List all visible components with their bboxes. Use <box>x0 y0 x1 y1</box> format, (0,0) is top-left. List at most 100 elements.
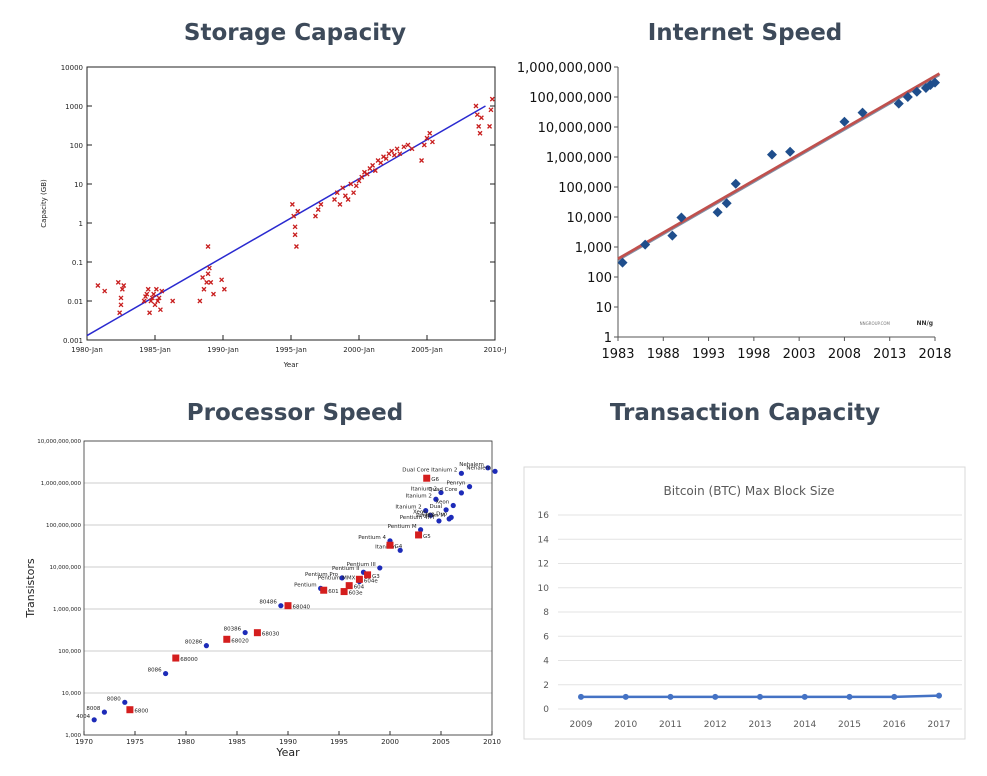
storage-data-point <box>473 103 479 109</box>
storage-data-point <box>478 115 484 121</box>
storage-data-point <box>474 112 480 118</box>
processor-intel-label: Itanium 2 <box>395 505 421 511</box>
processor-y-tick-label: 100,000,000 <box>46 523 81 529</box>
storage-data-point <box>364 171 370 177</box>
transaction-x-tick-label: 2012 <box>704 720 727 730</box>
processor-motorola-label: 68030 <box>262 632 280 638</box>
storage-data-point <box>488 107 494 113</box>
processor-motorola-point <box>253 629 261 637</box>
transaction-data-point <box>891 693 898 700</box>
processor-intel-point <box>443 507 449 513</box>
processor-motorola-point <box>355 575 363 583</box>
storage-data-point <box>489 96 495 102</box>
processor-intel-point <box>446 516 452 522</box>
processor-intel-label: 80286 <box>185 640 203 646</box>
processor-y-tick-label: 1,000,000 <box>53 607 81 613</box>
storage-data-point <box>293 244 299 249</box>
storage-y-tick-label: 10000 <box>61 64 83 72</box>
internet-x-tick-label: 1988 <box>647 347 680 362</box>
processor-intel-point <box>242 629 248 636</box>
processor-intel-point <box>163 670 169 677</box>
processor-intel-label: 80386 <box>224 627 242 633</box>
storage-data-point <box>476 123 482 129</box>
storage-data-point <box>149 295 155 301</box>
processor-intel-point <box>458 470 464 476</box>
processor-motorola-point <box>320 586 328 594</box>
processor-motorola-label: G6 <box>431 477 439 483</box>
storage-data-point <box>205 271 211 277</box>
storage-data-point <box>348 181 354 187</box>
storage-y-tick-label: 0.001 <box>63 337 83 345</box>
processor-intel-point <box>438 489 444 496</box>
processor-intel-point <box>91 717 97 723</box>
internet-data-point <box>902 92 913 102</box>
processor-intel-point <box>397 547 403 553</box>
storage-data-point <box>170 298 176 304</box>
internet-data-point <box>712 207 723 218</box>
storage-panel-title: Storage Capacity <box>183 20 407 46</box>
storage-data-point <box>372 168 378 174</box>
transaction-data-point <box>712 693 719 700</box>
internet-y-tick-label: 1,000 <box>575 241 612 256</box>
storage-data-point <box>144 291 150 297</box>
storage-data-point <box>206 265 212 271</box>
processor-x-tick-label: 1985 <box>228 738 246 746</box>
processor-intel-label: 8086 <box>148 668 162 674</box>
transaction-data-point <box>622 693 629 700</box>
processor-intel-point <box>101 709 107 715</box>
internet-y-tick-label: 10,000 <box>567 211 613 226</box>
storage-data-point <box>115 279 121 285</box>
processor-intel-label: 4004 <box>76 714 90 720</box>
storage-x-tick-label: 2000-Jan <box>343 346 375 354</box>
internet-watermark: NNGROUP.COM <box>860 321 891 326</box>
processor-y-tick-label: 10,000 <box>62 691 82 697</box>
internet-data-point <box>667 230 678 241</box>
processor-intel-point <box>278 603 284 609</box>
internet-y-tick-label: 100,000,000 <box>529 91 612 106</box>
processor-y-tick-label: 1,000,000,000 <box>41 481 82 487</box>
transaction-data-point <box>667 693 674 700</box>
storage-x-tick-label: 1990-Jan <box>207 346 239 354</box>
storage-data-point <box>353 183 359 189</box>
storage-data-point <box>221 286 227 292</box>
processor-intel-label: Core Duo <box>422 511 448 517</box>
processor-intel-label: Nehalem <box>459 462 484 468</box>
processor-motorola-point <box>415 531 423 539</box>
processor-motorola-point <box>423 474 431 482</box>
processor-intel-label: Pentium 4 <box>358 535 386 541</box>
storage-data-point <box>219 277 225 283</box>
processor-intel-label: Itanium <box>375 544 396 550</box>
transaction-x-tick-label: 2013 <box>749 720 772 730</box>
processor-motorola-label: G4 <box>395 544 403 550</box>
storage-data-point <box>153 286 159 292</box>
storage-x-tick-label: 2010-J <box>484 346 507 354</box>
internet-data-point <box>766 149 777 160</box>
storage-x-axis-label: Year <box>283 361 299 369</box>
processor-panel-title: Processor Speed <box>186 400 404 426</box>
storage-data-point <box>389 148 395 154</box>
storage-data-point <box>419 158 425 163</box>
processor-y-axis-label: Transistors <box>24 558 37 618</box>
internet-panel-title: Internet Speed <box>647 20 843 46</box>
storage-data-point <box>405 142 411 148</box>
storage-data-point <box>145 286 151 292</box>
storage-data-point <box>119 286 125 292</box>
processor-intel-point <box>122 699 128 705</box>
internet-data-point <box>893 98 904 109</box>
processor-intel-point <box>458 490 464 496</box>
processor-intel-label: Dual Core Itanium 2 <box>402 467 457 473</box>
internet-data-point <box>676 212 687 223</box>
processor-motorola-label: 603e <box>349 591 363 597</box>
storage-data-point <box>359 174 365 180</box>
storage-y-tick-label: 0.01 <box>67 298 83 306</box>
processor-intel-label: Pentium Pro <box>305 572 339 578</box>
storage-y-tick-label: 0.1 <box>72 259 83 267</box>
internet-trend-line <box>617 72 941 261</box>
processor-intel-point <box>466 484 473 490</box>
storage-data-point <box>315 207 321 213</box>
storage-data-point <box>378 160 384 166</box>
transaction-y-tick-label: 16 <box>538 511 550 521</box>
storage-data-point <box>292 224 298 230</box>
internet-y-tick-label: 1,000,000,000 <box>517 61 612 76</box>
storage-y-tick-label: 1000 <box>65 103 83 111</box>
